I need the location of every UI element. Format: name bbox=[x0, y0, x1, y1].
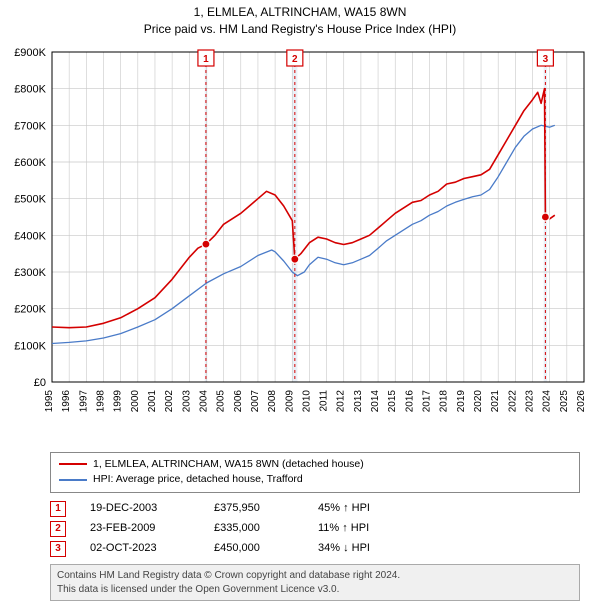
sale-price: £375,950 bbox=[214, 499, 294, 519]
svg-text:2004: 2004 bbox=[198, 389, 209, 412]
svg-text:2006: 2006 bbox=[233, 389, 244, 412]
svg-text:2024: 2024 bbox=[542, 389, 553, 412]
svg-text:3: 3 bbox=[543, 54, 549, 65]
footer-attribution: Contains HM Land Registry data © Crown c… bbox=[50, 564, 580, 601]
svg-text:1: 1 bbox=[203, 54, 209, 65]
svg-text:£900K: £900K bbox=[14, 47, 46, 59]
svg-text:2003: 2003 bbox=[181, 389, 192, 412]
svg-text:2012: 2012 bbox=[336, 389, 347, 412]
svg-text:2014: 2014 bbox=[370, 389, 381, 412]
svg-text:£800K: £800K bbox=[14, 83, 46, 95]
svg-text:2000: 2000 bbox=[130, 389, 141, 412]
svg-text:£300K: £300K bbox=[14, 267, 46, 279]
svg-text:£600K: £600K bbox=[14, 157, 46, 169]
svg-text:2001: 2001 bbox=[147, 389, 158, 412]
sale-diff: 34% ↓ HPI bbox=[318, 539, 418, 559]
legend-swatch-blue bbox=[59, 479, 87, 481]
title-line-2: Price paid vs. HM Land Registry's House … bbox=[0, 21, 600, 38]
svg-text:2008: 2008 bbox=[267, 389, 278, 412]
svg-text:£0: £0 bbox=[34, 377, 46, 389]
sale-date: 02-OCT-2023 bbox=[90, 539, 190, 559]
sale-diff: 11% ↑ HPI bbox=[318, 519, 418, 539]
sale-price: £335,000 bbox=[214, 519, 294, 539]
title-line-1: 1, ELMLEA, ALTRINCHAM, WA15 8WN bbox=[0, 4, 600, 21]
svg-text:1996: 1996 bbox=[61, 389, 72, 412]
chart-area: £0 £100K £200K £300K £400K £500K £600K £700K £80… bbox=[0, 44, 600, 444]
svg-text:2020: 2020 bbox=[473, 389, 484, 412]
legend-label: HPI: Average price, detached house, Traf… bbox=[93, 472, 303, 488]
svg-text:2011: 2011 bbox=[319, 389, 330, 411]
svg-text:2016: 2016 bbox=[404, 389, 415, 412]
svg-text:2025: 2025 bbox=[559, 389, 570, 412]
svg-text:£100K: £100K bbox=[14, 340, 46, 352]
svg-text:£400K: £400K bbox=[14, 230, 46, 242]
sale-badge: 1 bbox=[50, 501, 66, 517]
svg-text:2023: 2023 bbox=[525, 389, 536, 412]
svg-text:2018: 2018 bbox=[439, 389, 450, 412]
svg-text:2002: 2002 bbox=[164, 389, 175, 412]
footer-line: Contains HM Land Registry data © Crown c… bbox=[57, 569, 573, 583]
sales-row: 2 23-FEB-2009 £335,000 11% ↑ HPI bbox=[50, 519, 580, 539]
svg-text:£500K: £500K bbox=[14, 193, 46, 205]
svg-text:2009: 2009 bbox=[284, 389, 295, 412]
sales-table: 1 19-DEC-2003 £375,950 45% ↑ HPI 2 23-FE… bbox=[50, 499, 580, 558]
legend-row: 1, ELMLEA, ALTRINCHAM, WA15 8WN (detache… bbox=[59, 457, 571, 473]
svg-text:£700K: £700K bbox=[14, 120, 46, 132]
svg-text:2017: 2017 bbox=[422, 389, 433, 412]
svg-text:2: 2 bbox=[292, 54, 298, 65]
sale-price: £450,000 bbox=[214, 539, 294, 559]
sale-date: 23-FEB-2009 bbox=[90, 519, 190, 539]
svg-text:1998: 1998 bbox=[95, 389, 106, 412]
svg-text:2026: 2026 bbox=[576, 389, 587, 412]
svg-text:2005: 2005 bbox=[216, 389, 227, 412]
svg-text:2019: 2019 bbox=[456, 389, 467, 412]
legend-swatch-red bbox=[59, 463, 87, 465]
sale-badge: 2 bbox=[50, 521, 66, 537]
chart-svg: £0 £100K £200K £300K £400K £500K £600K £700K £80… bbox=[0, 44, 600, 444]
sale-date: 19-DEC-2003 bbox=[90, 499, 190, 519]
svg-text:2007: 2007 bbox=[250, 389, 261, 412]
svg-text:£200K: £200K bbox=[14, 303, 46, 315]
svg-text:2013: 2013 bbox=[353, 389, 364, 412]
svg-text:1999: 1999 bbox=[113, 389, 124, 412]
svg-text:1995: 1995 bbox=[44, 389, 55, 412]
svg-text:2010: 2010 bbox=[301, 389, 312, 412]
sales-row: 3 02-OCT-2023 £450,000 34% ↓ HPI bbox=[50, 539, 580, 559]
svg-text:2015: 2015 bbox=[387, 389, 398, 412]
sale-badge: 3 bbox=[50, 541, 66, 557]
legend: 1, ELMLEA, ALTRINCHAM, WA15 8WN (detache… bbox=[50, 452, 580, 494]
svg-text:2021: 2021 bbox=[490, 389, 501, 412]
sales-row: 1 19-DEC-2003 £375,950 45% ↑ HPI bbox=[50, 499, 580, 519]
svg-text:2022: 2022 bbox=[507, 389, 518, 412]
sale-diff: 45% ↑ HPI bbox=[318, 499, 418, 519]
legend-label: 1, ELMLEA, ALTRINCHAM, WA15 8WN (detache… bbox=[93, 457, 364, 473]
legend-row: HPI: Average price, detached house, Traf… bbox=[59, 472, 571, 488]
svg-text:1997: 1997 bbox=[78, 389, 89, 412]
chart-titles: 1, ELMLEA, ALTRINCHAM, WA15 8WN Price pa… bbox=[0, 0, 600, 44]
